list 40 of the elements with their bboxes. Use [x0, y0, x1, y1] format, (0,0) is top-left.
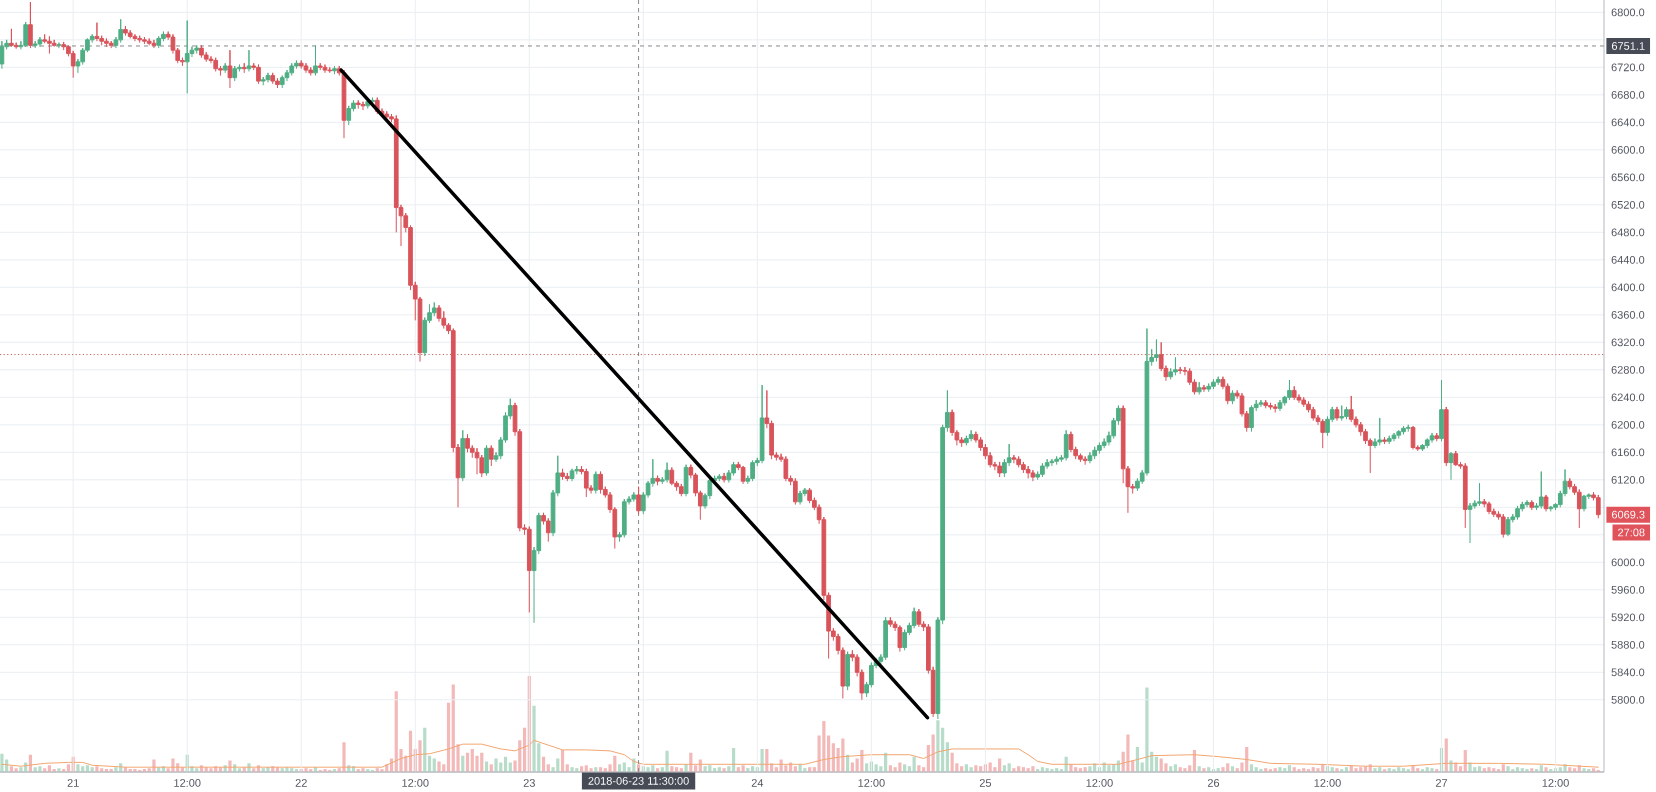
y-tick-label: 6160.0 — [1611, 448, 1645, 457]
y-tick-label: 5840.0 — [1611, 668, 1645, 677]
y-tick-label: 6600.0 — [1611, 145, 1645, 154]
x-tick-label: 24 — [751, 779, 764, 787]
y-tick-label: 6320.0 — [1611, 338, 1645, 347]
x-tick-label: 22 — [295, 779, 307, 787]
x-tick-label: 23 — [523, 779, 535, 787]
y-tick-label: 6360.0 — [1611, 310, 1645, 319]
x-tick-label: 26 — [1207, 779, 1220, 787]
ref-line-label: 6751.1 — [1611, 42, 1645, 50]
x-tick-label: 12:00 — [402, 779, 429, 787]
x-tick-label: 12:00 — [1542, 779, 1569, 787]
ref-line-label: 2018-06-23 11:30:00 — [588, 776, 689, 785]
y-tick-label: 6400.0 — [1611, 283, 1645, 292]
x-tick-label: 12:00 — [1314, 779, 1341, 787]
y-tick-label: 5880.0 — [1611, 640, 1645, 649]
y-tick-label: 6480.0 — [1611, 228, 1645, 237]
y-tick-label: 6200.0 — [1611, 420, 1645, 429]
y-tick-label: 5960.0 — [1611, 585, 1645, 594]
x-tick-label: 12:00 — [1086, 779, 1113, 787]
y-tick-label: 6680.0 — [1611, 90, 1645, 99]
y-tick-label: 6720.0 — [1611, 63, 1645, 72]
y-tick-label: 6560.0 — [1611, 173, 1645, 182]
y-tick-label: 5920.0 — [1611, 613, 1645, 622]
y-tick-label: 5800.0 — [1611, 695, 1645, 704]
y-tick-label: 6640.0 — [1611, 118, 1645, 127]
y-tick-label: 6280.0 — [1611, 365, 1645, 374]
y-tick-label: 6120.0 — [1611, 475, 1645, 484]
x-tick-label: 27 — [1435, 779, 1448, 787]
x-tick-label: 25 — [979, 779, 992, 787]
y-tick-label: 6440.0 — [1611, 255, 1645, 264]
y-tick-label: 6800.0 — [1611, 8, 1645, 17]
y-tick-label: 6520.0 — [1611, 200, 1645, 209]
x-tick-label: 21 — [67, 779, 79, 787]
y-tick-label: 6240.0 — [1611, 393, 1645, 402]
x-tick-label: 12:00 — [858, 779, 885, 787]
y-tick-label: 6000.0 — [1611, 558, 1645, 567]
text: 27:08 — [1618, 528, 1645, 537]
x-tick-label: 12:00 — [174, 779, 201, 787]
text: 6069.3 — [1611, 510, 1645, 519]
